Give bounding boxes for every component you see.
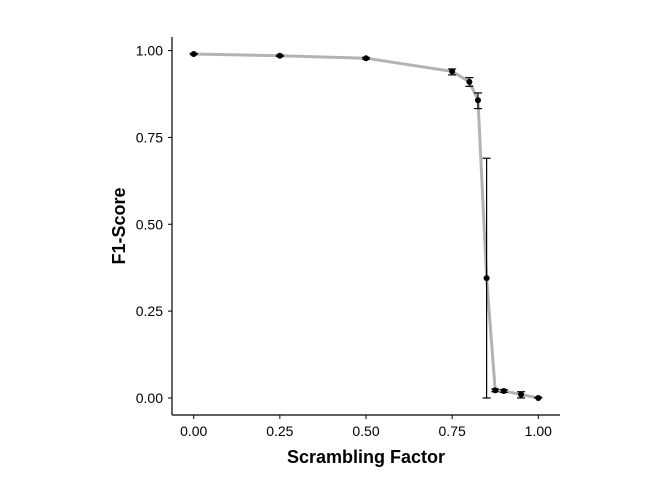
data-point bbox=[492, 387, 499, 394]
axes bbox=[171, 37, 560, 416]
x-tick-label: 0.00 bbox=[180, 423, 207, 439]
x-tick-label: 0.25 bbox=[266, 423, 293, 439]
data-point bbox=[190, 51, 197, 58]
data-point bbox=[276, 52, 283, 59]
data-point bbox=[518, 391, 525, 398]
ticks: 0.00 0.25 0.50 0.75 1.00 0.00 0.25 0.50 0.75 1.00 bbox=[136, 43, 552, 439]
data-point bbox=[474, 97, 481, 104]
x-axis-title: Scrambling Factor bbox=[287, 447, 445, 467]
y-tick-label: 0.00 bbox=[136, 390, 163, 406]
data-point bbox=[500, 388, 507, 395]
y-axis-title: F1-Score bbox=[109, 187, 129, 264]
x-tick-label: 0.50 bbox=[352, 423, 379, 439]
data-point bbox=[363, 55, 369, 62]
y-tick-label: 0.50 bbox=[136, 216, 163, 232]
error-bars bbox=[189, 52, 543, 399]
data-point bbox=[483, 275, 490, 282]
data-points bbox=[190, 51, 542, 401]
y-tick-label: 0.25 bbox=[136, 303, 163, 319]
x-tick-label: 1.00 bbox=[525, 423, 552, 439]
data-point bbox=[535, 394, 542, 401]
data-point bbox=[466, 78, 473, 85]
x-tick-label: 0.75 bbox=[439, 423, 466, 439]
y-tick-label: 0.75 bbox=[136, 129, 163, 145]
y-tick-label: 1.00 bbox=[136, 43, 163, 59]
data-point bbox=[449, 68, 456, 75]
